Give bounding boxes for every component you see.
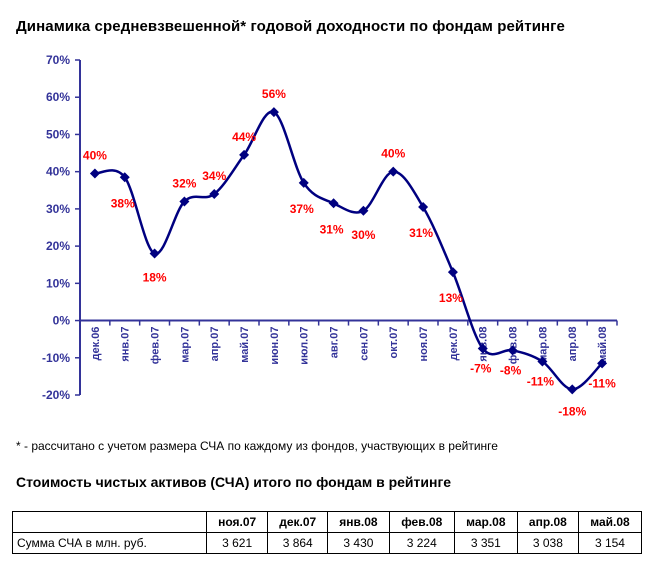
y-tick-label: 60% (46, 90, 70, 104)
y-tick-label: 30% (46, 202, 70, 216)
x-axis-ticks: дек.06 янв.07 фев.07 мар.07 апр.07 май.07 июн.… (79, 320, 618, 365)
x-tick-label: июн.07 (269, 327, 281, 365)
data-labels: 40% 38% 18% 32% 34% 44% 56% 37% 31% 30% 40% 31% 13% -… (83, 87, 616, 418)
data-point-marker (298, 177, 309, 188)
data-point-marker (328, 198, 339, 209)
table-row: Сумма СЧА в млн. руб. 3 621 3 864 3 430 … (12, 532, 643, 554)
data-label: 40% (83, 149, 107, 163)
table-header-cell: май.08 (577, 511, 643, 533)
data-label: 32% (172, 176, 196, 190)
data-point-marker (418, 202, 429, 213)
footnote: * - рассчитано с учетом размера СЧА по к… (16, 439, 498, 453)
data-point-marker (239, 149, 250, 160)
sca-table: ноя.07 дек.07 янв.08 фев.08 мар.08 апр.0… (12, 511, 643, 554)
data-point-marker (358, 205, 369, 216)
y-tick-label: -10% (42, 351, 70, 365)
data-point-marker (507, 345, 518, 356)
data-label: 31% (320, 222, 344, 236)
y-tick-label: 70% (46, 53, 70, 67)
series-markers (89, 107, 608, 395)
data-point-marker (89, 168, 100, 179)
data-point-marker (119, 172, 130, 183)
data-point-marker (477, 343, 488, 354)
table-header-cell: янв.08 (327, 511, 390, 533)
data-point-marker (447, 267, 458, 278)
y-axis-ticks: 70% 60% 50% 40% 30% 20% 10% 0% -10% -20% (42, 53, 80, 402)
data-point-marker (597, 358, 608, 369)
line-chart: 70% 60% 50% 40% 30% 20% 10% 0% -10% -20% дек.06 ян… (42, 53, 618, 418)
table-cell: 3 430 (327, 532, 390, 554)
data-point-marker (268, 107, 279, 118)
data-label: 44% (232, 130, 256, 144)
data-label: 37% (290, 202, 314, 216)
chart-title: Динамика средневзвешенной* годовой доход… (16, 18, 565, 35)
x-tick-label: фев.07 (150, 327, 162, 365)
data-point-marker (149, 248, 160, 259)
x-tick-label: апр.07 (209, 327, 221, 362)
y-tick-label: -20% (42, 388, 70, 402)
data-label: 34% (202, 169, 226, 183)
data-label: 56% (262, 87, 286, 101)
data-point-marker (209, 189, 220, 199)
data-point-marker (567, 384, 578, 395)
table-header-cell: фев.08 (388, 511, 455, 533)
table-header-cell: ноя.07 (205, 511, 269, 533)
data-label: 18% (143, 271, 167, 285)
x-tick-label: май.07 (239, 327, 251, 363)
x-tick-label: апр.08 (567, 327, 579, 362)
data-label: 30% (351, 228, 375, 242)
table-cell: 3 154 (577, 532, 643, 554)
y-tick-label: 40% (46, 165, 70, 179)
data-label: 31% (409, 226, 433, 240)
data-point-marker (179, 196, 190, 207)
data-label: 13% (439, 291, 463, 305)
table-corner-cell (12, 511, 207, 533)
table-row-label: Сумма СЧА в млн. руб. (12, 532, 207, 554)
data-label: -11% (588, 376, 616, 390)
data-label: -18% (558, 404, 586, 418)
table-header-cell: апр.08 (516, 511, 579, 533)
series-line (94, 110, 603, 391)
table-header-cell: дек.07 (267, 511, 329, 533)
table-cell: 3 621 (205, 532, 269, 554)
x-tick-label: май.08 (597, 327, 609, 363)
table-cell: 3 038 (516, 532, 579, 554)
table-cell: 3 864 (267, 532, 329, 554)
y-tick-label: 10% (46, 276, 70, 290)
x-tick-label: мар.08 (537, 327, 549, 363)
data-point-marker (388, 166, 399, 177)
table-header-cell: мар.08 (453, 511, 518, 533)
x-tick-label: дек.07 (448, 327, 460, 361)
x-tick-label: ноя.07 (418, 327, 430, 362)
x-tick-label: мар.07 (179, 327, 191, 363)
x-tick-label: авг.07 (329, 327, 341, 359)
data-label: -11% (527, 375, 555, 389)
data-label: -7% (470, 361, 492, 375)
x-tick-label: янв.07 (120, 327, 132, 362)
x-tick-label: фев.08 (508, 327, 520, 365)
table-title: Стоимость чистых активов (СЧА) итого по … (16, 474, 452, 490)
y-tick-label: 0% (53, 314, 71, 328)
x-tick-label: окт.07 (388, 327, 400, 359)
data-point-marker (537, 356, 548, 367)
data-label: 40% (381, 147, 405, 161)
table-header-row: ноя.07 дек.07 янв.08 фев.08 мар.08 апр.0… (12, 511, 643, 533)
table-cell: 3 351 (453, 532, 518, 554)
data-label: 38% (111, 196, 135, 210)
x-tick-label: сен.07 (358, 327, 370, 361)
x-tick-label: дек.06 (90, 327, 102, 361)
y-tick-label: 50% (46, 127, 70, 141)
x-tick-label: июл.07 (299, 327, 311, 365)
y-tick-label: 20% (46, 239, 70, 253)
table-cell: 3 224 (388, 532, 455, 554)
data-label: -8% (500, 363, 522, 377)
